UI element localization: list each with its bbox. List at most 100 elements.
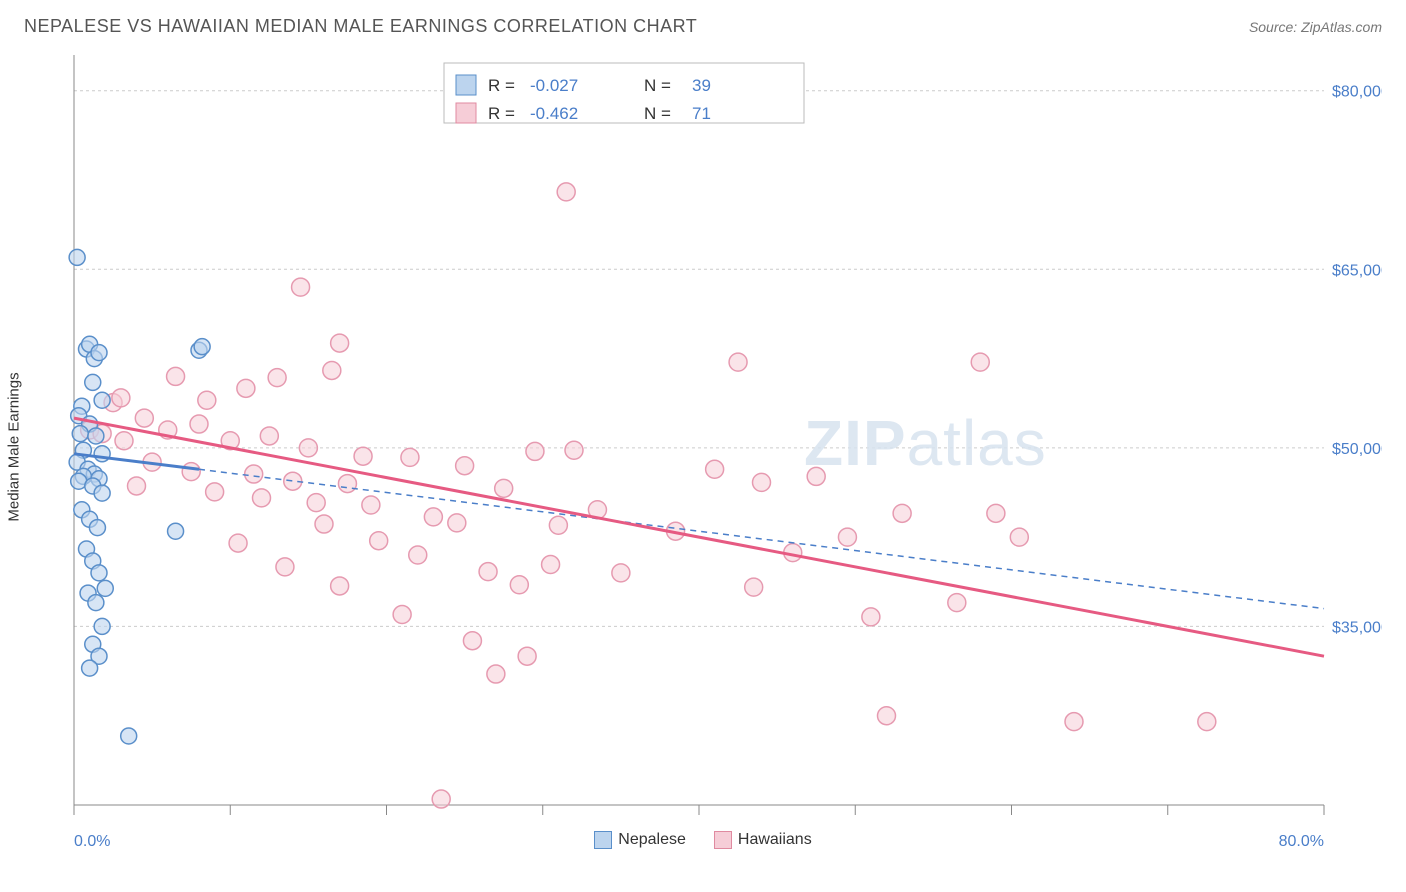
data-point (370, 532, 388, 550)
legend-item-hawaiians: Hawaiians (714, 831, 812, 849)
data-point (229, 534, 247, 552)
data-point (409, 546, 427, 564)
data-point (878, 707, 896, 725)
data-point (88, 595, 104, 611)
data-point (706, 460, 724, 478)
data-point (91, 565, 107, 581)
x-max-label: 80.0% (1279, 833, 1324, 851)
data-point (206, 483, 224, 501)
data-point (182, 463, 200, 481)
data-point (198, 391, 216, 409)
data-point (456, 457, 474, 475)
data-point (542, 556, 560, 574)
data-point (292, 278, 310, 296)
svg-text:ZIPatlas: ZIPatlas (804, 407, 1047, 479)
correlation-swatch (456, 103, 476, 123)
data-point (94, 485, 110, 501)
data-point (518, 647, 536, 665)
data-point (612, 564, 630, 582)
correlation-swatch (456, 75, 476, 95)
data-point (307, 494, 325, 512)
x-min-label: 0.0% (74, 833, 110, 851)
chart-container: Median Male Earnings $35,000$50,000$65,0… (24, 45, 1382, 849)
data-point (168, 523, 184, 539)
data-point (268, 369, 286, 387)
data-point (549, 516, 567, 534)
data-point (115, 432, 133, 450)
data-point (526, 442, 544, 460)
data-point (1198, 713, 1216, 731)
data-point (85, 374, 101, 390)
data-point (557, 183, 575, 201)
data-point (354, 447, 372, 465)
data-point (97, 580, 113, 596)
data-point (463, 632, 481, 650)
data-point (112, 389, 130, 407)
data-point (260, 427, 278, 445)
data-point (448, 514, 466, 532)
data-point (194, 339, 210, 355)
data-point (948, 594, 966, 612)
data-point (487, 665, 505, 683)
data-point (424, 508, 442, 526)
legend-label-nepalese: Nepalese (618, 831, 686, 849)
svg-text:R =: R = (488, 104, 515, 123)
data-point (338, 475, 356, 493)
data-point (82, 660, 98, 676)
data-point (323, 361, 341, 379)
data-point (362, 496, 380, 514)
legend-label-hawaiians: Hawaiians (738, 831, 812, 849)
data-point (245, 465, 263, 483)
data-point (121, 728, 137, 744)
data-point (299, 439, 317, 457)
data-point (128, 477, 146, 495)
data-point (167, 367, 185, 385)
data-point (432, 790, 450, 808)
data-point (753, 473, 771, 491)
data-point (862, 608, 880, 626)
svg-text:-0.462: -0.462 (530, 104, 578, 123)
data-point (401, 448, 419, 466)
data-point (190, 415, 208, 433)
data-point (479, 563, 497, 581)
data-point (94, 392, 110, 408)
svg-text:N =: N = (644, 76, 671, 95)
svg-text:N =: N = (644, 104, 671, 123)
svg-text:71: 71 (692, 104, 711, 123)
data-point (315, 515, 333, 533)
svg-text:R =: R = (488, 76, 515, 95)
data-point (745, 578, 763, 596)
data-point (1010, 528, 1028, 546)
data-point (893, 504, 911, 522)
legend-item-nepalese: Nepalese (594, 831, 686, 849)
source-label: Source: ZipAtlas.com (1249, 19, 1382, 35)
data-point (393, 606, 411, 624)
data-point (565, 441, 583, 459)
data-point (69, 249, 85, 265)
data-point (971, 353, 989, 371)
data-point (135, 409, 153, 427)
data-point (237, 379, 255, 397)
scatter-chart: $35,000 $50,000 $65,000 $80,000 ZIPatlas R =-… (24, 45, 1382, 825)
data-point (253, 489, 271, 507)
data-point (987, 504, 1005, 522)
svg-text:$65,000: $65,000 (1332, 262, 1382, 279)
data-point (1065, 713, 1083, 731)
data-point (495, 479, 513, 497)
data-point (72, 426, 88, 442)
svg-text:-0.027: -0.027 (530, 76, 578, 95)
svg-text:$50,000: $50,000 (1332, 441, 1382, 458)
chart-title: NEPALESE VS HAWAIIAN MEDIAN MALE EARNING… (24, 16, 697, 37)
data-point (838, 528, 856, 546)
data-point (91, 345, 107, 361)
legend-swatch-nepalese (594, 831, 612, 849)
legend-swatch-hawaiians (714, 831, 732, 849)
data-point (729, 353, 747, 371)
data-point (331, 334, 349, 352)
y-axis-label: Median Male Earnings (6, 372, 23, 521)
data-point (276, 558, 294, 576)
svg-text:$80,000: $80,000 (1332, 84, 1382, 101)
data-point (510, 576, 528, 594)
data-point (94, 618, 110, 634)
svg-text:$35,000: $35,000 (1332, 619, 1382, 636)
